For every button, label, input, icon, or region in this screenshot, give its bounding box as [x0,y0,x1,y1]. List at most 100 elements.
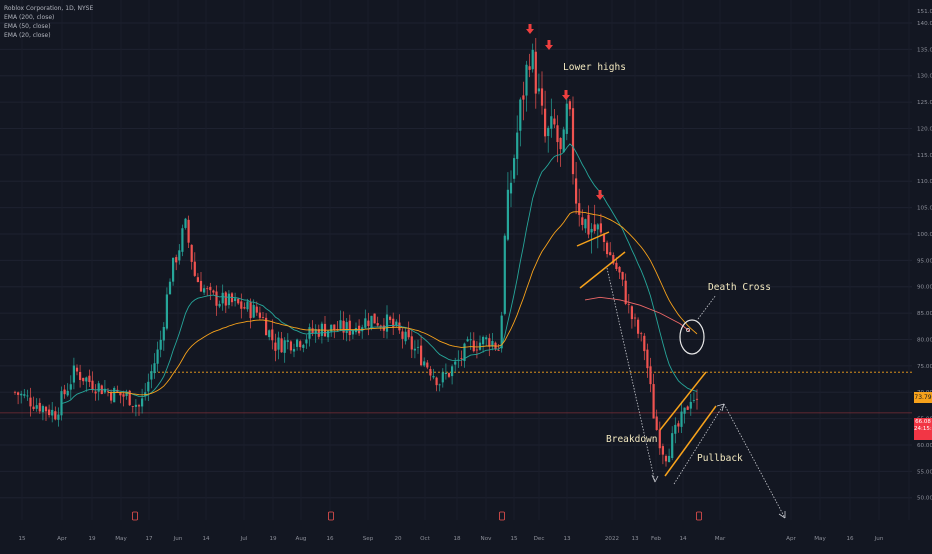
candle-body [342,320,345,333]
candle-body [277,337,280,350]
candle-body [348,320,351,336]
candle-body [110,391,113,401]
candle-body [162,326,165,341]
candle-body [286,340,289,342]
candle-body [243,307,246,309]
candle-body [38,402,41,412]
candle-body [547,127,550,137]
projection-line [606,267,656,483]
x-tick-label: Jul [240,536,248,542]
legend-ema20[interactable]: EMA (20, close) [4,32,51,39]
candle-body [426,362,429,368]
candle-body [134,404,137,407]
candle-body [606,242,609,255]
candle-body [292,348,296,352]
candle-body [283,340,286,353]
candle-body [519,99,522,131]
candle-body [652,384,655,419]
down-arrow-icon [562,90,570,100]
channel-line [659,371,707,431]
candle-body [156,349,159,364]
candle-body [131,406,134,407]
candle-body [261,317,265,318]
candle-body [475,349,478,351]
candle-body [141,398,144,407]
candle-body [649,366,652,385]
candle-body [680,411,683,427]
candle-body [460,358,463,359]
candle-body [513,158,516,179]
candle-body [553,118,556,125]
candle-body [187,219,190,243]
candle-body [63,389,66,395]
candle-body [41,406,44,413]
candle-body [627,303,630,305]
candle-body [147,381,150,392]
candle-body [351,330,354,335]
y-tick-label: 55.00 [917,469,932,475]
candle-body [221,292,224,304]
x-tick-label: 15 [510,536,518,542]
candle-body [153,363,156,374]
candle-body [624,280,627,304]
candle-body [432,376,435,378]
candle-body [575,178,578,204]
candle-body [339,320,342,329]
candle-body [215,291,218,306]
y-tick-label: 120.00 [917,126,932,132]
candle-body [451,366,454,377]
candle-body [240,301,243,309]
down-arrow-icon [526,24,534,34]
candle-body [246,301,249,310]
candle-body [658,429,661,449]
candle-body [463,343,466,362]
candle-body [525,64,528,96]
x-tick-label: Jun [874,536,884,542]
candle-body [268,330,271,338]
down-arrow-icon [596,190,604,200]
candle-body [327,330,330,338]
legend-ema50[interactable]: EMA (50, close) [4,23,51,30]
x-tick-label: 19 [88,536,96,542]
candle-body [373,313,376,324]
candle-body [596,224,599,230]
candle-body [661,446,664,455]
candle-body [271,329,274,341]
candle-body [559,137,562,150]
candle-body [413,348,416,351]
candle-body [488,338,491,347]
label-breakdown: Breakdown [606,434,657,445]
candle-body [370,315,373,329]
candle-body [69,384,72,390]
candle-body [686,406,689,410]
candle-body [333,324,336,330]
candle-body [255,306,258,313]
candle-body [609,252,612,256]
candle-body [410,336,413,350]
legend-ema200[interactable]: EMA (200, close) [4,14,55,21]
candle-body [227,293,230,306]
candle-body [497,350,500,351]
y-tick-label: 90.00 [917,285,932,291]
candle-body [75,367,79,372]
candle-body [581,217,584,225]
level-price-box: 73.79 [914,392,932,403]
candle-body [534,51,537,94]
candle-body [265,317,268,336]
y-tick-label: 145.00 [917,0,932,1]
x-tick-label: 2022 [605,536,619,542]
candle-body [674,424,677,434]
event-marker-icon [499,511,505,521]
candle-body [395,321,398,326]
candle-body [401,331,404,339]
candle-body [578,203,581,215]
legend-symbol[interactable]: Roblox Corporation, 1D, NYSE [4,5,94,12]
arrow-head-icon [778,511,786,519]
candle-body [590,228,593,233]
candle-body [97,383,100,392]
candle-body [190,244,193,262]
candle-body [379,325,382,327]
candle-body [438,384,441,386]
